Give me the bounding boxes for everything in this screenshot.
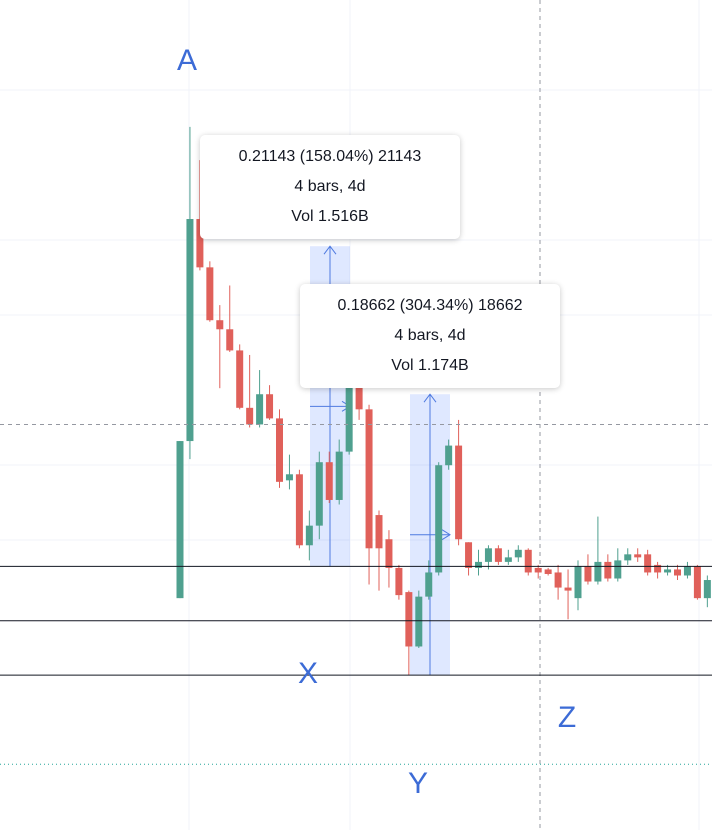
candle-body	[335, 451, 343, 500]
candle-body	[524, 549, 532, 573]
candle-body	[465, 542, 473, 568]
candle-body	[634, 554, 642, 558]
candle-body	[564, 587, 572, 591]
annotation: Z	[558, 701, 576, 734]
tooltip-line: 4 bars, 4d	[294, 178, 366, 195]
candle-body	[455, 445, 463, 540]
candle-body	[574, 566, 582, 599]
candle-body	[365, 409, 373, 549]
candle-body	[325, 462, 333, 500]
candle-body	[644, 554, 652, 573]
measure-tooltip: 0.18662 (304.34%) 18662 4 bars, 4d Vol 1…	[300, 284, 560, 388]
candle-body	[295, 474, 303, 546]
candle-body	[554, 572, 562, 588]
candle-body	[674, 569, 681, 576]
candle-body	[624, 554, 632, 561]
measure-arrowhead	[441, 529, 451, 541]
candle-body	[305, 525, 313, 546]
candle-body	[186, 219, 194, 442]
candle-body	[395, 567, 403, 596]
candle-body	[584, 566, 592, 582]
measure-arrowhead	[423, 393, 437, 403]
candle-body	[703, 580, 711, 599]
candle-body	[614, 560, 622, 579]
annotation: Y	[408, 767, 428, 800]
candle-body	[385, 539, 393, 568]
candle-body	[266, 394, 274, 419]
tooltip-line: 0.18662 (304.34%) 18662	[337, 297, 523, 314]
candle-body	[504, 557, 512, 562]
candle-body	[415, 596, 423, 647]
annotation: A	[177, 44, 197, 77]
tooltip-line: 4 bars, 4d	[394, 327, 466, 344]
candle-body	[236, 350, 244, 408]
candle-body	[256, 394, 264, 425]
candle-body	[246, 407, 254, 425]
candle-body	[475, 561, 482, 568]
candle-body	[216, 320, 224, 330]
candle-body	[664, 569, 672, 573]
candle-body	[176, 441, 184, 599]
candle-body	[654, 564, 662, 573]
candle-body	[683, 566, 691, 576]
measure-tooltip: 0.21143 (158.04%) 21143 4 bars, 4d Vol 1…	[200, 135, 460, 239]
candle-body	[315, 462, 323, 526]
measure-arrowhead	[323, 245, 337, 255]
candle-body	[375, 515, 383, 549]
tooltip-line: Vol 1.174B	[391, 357, 469, 374]
candle-body	[604, 561, 612, 579]
candle-body	[534, 567, 542, 573]
candle-body	[435, 465, 443, 573]
tooltip-line: 0.21143 (158.04%) 21143	[238, 148, 422, 165]
candle-body	[445, 445, 453, 466]
candle-body	[226, 329, 234, 351]
candle-body	[405, 592, 413, 647]
candle-body	[196, 219, 204, 268]
candle-body	[544, 569, 552, 574]
candle-body	[425, 572, 433, 597]
candle-body	[494, 548, 502, 562]
annotation: X	[298, 657, 318, 690]
candle-body	[276, 418, 283, 482]
candle-body	[693, 566, 701, 599]
candle-body	[484, 548, 492, 562]
tooltip-line: Vol 1.516B	[291, 208, 369, 225]
candle-body	[514, 549, 522, 558]
candle-body	[345, 362, 353, 452]
candle-body	[285, 474, 293, 481]
candle-body	[206, 267, 214, 321]
candle-body	[594, 561, 602, 582]
